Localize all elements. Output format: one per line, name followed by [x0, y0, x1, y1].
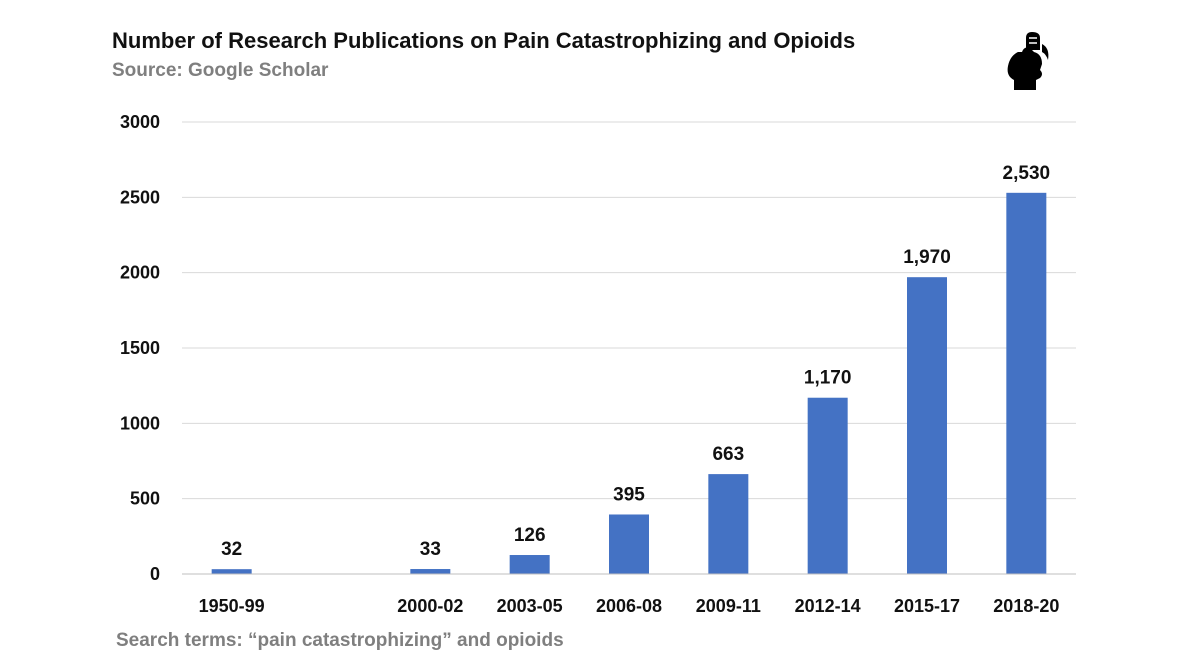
y-tick-label: 500 [130, 489, 160, 509]
x-tick-label: 1950-99 [199, 596, 265, 616]
bar [211, 569, 252, 574]
y-tick-label: 2500 [120, 187, 160, 207]
y-tick-label: 3000 [120, 112, 160, 132]
x-tick-label: 2000-02 [397, 596, 463, 616]
y-tick-label: 1500 [120, 338, 160, 358]
x-tick-label: 2006-08 [596, 596, 662, 616]
bar [609, 514, 649, 574]
x-tick-label: 2015-17 [894, 596, 960, 616]
x-tick-label: 2003-05 [497, 596, 563, 616]
chart-subtitle: Source: Google Scholar [112, 60, 329, 81]
y-tick-label: 2000 [120, 263, 160, 283]
chart-footnote: Search terms: “pain catastrophizing” and… [116, 630, 564, 651]
data-label: 1,970 [903, 247, 951, 268]
data-label: 2,530 [1003, 163, 1051, 184]
raised-fist-head-logo-icon [1007, 32, 1049, 90]
y-tick-label: 1000 [120, 413, 160, 433]
bar [509, 555, 550, 574]
chart-title: Number of Research Publications on Pain … [112, 28, 856, 53]
x-tick-label: 2012-14 [795, 596, 861, 616]
data-label: 126 [514, 525, 546, 546]
data-label: 663 [712, 444, 744, 465]
bar [410, 569, 451, 574]
bar [708, 474, 749, 574]
y-tick-label: 0 [150, 564, 160, 584]
bar [807, 397, 848, 574]
x-tick-label: 2009-11 [696, 596, 761, 616]
data-label: 395 [613, 484, 645, 505]
data-label: 33 [420, 539, 441, 560]
bar [1006, 192, 1047, 574]
bar [907, 277, 947, 574]
data-label: 32 [221, 539, 242, 560]
x-tick-label: 2018-20 [993, 596, 1059, 616]
data-label: 1,170 [804, 368, 852, 389]
